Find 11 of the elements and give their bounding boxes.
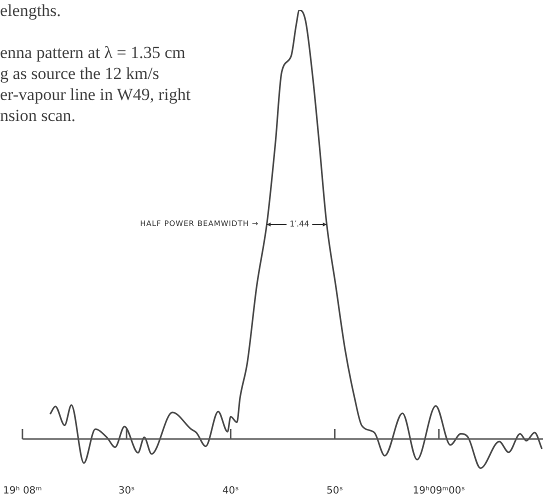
x-tick-label: 19ʰ09ᵐ00ˢ [412,486,466,497]
annotation: er-vapour line in W49, right [0,84,191,105]
annotation: g as source the 12 km/s [0,63,160,84]
x-tick-label: 30ˢ [118,486,136,497]
x-tick-label: 50ˢ [326,486,344,497]
annotation: nsion scan. [0,105,77,126]
x-tick-label: 19ʰ 08ᵐ [3,486,42,497]
annotation: elengths. [0,0,62,21]
x-tick-label: 40ˢ [222,486,240,497]
annotation: enna pattern at λ = 1.35 cm [0,42,186,63]
annotation: 1′.44 [290,220,310,229]
